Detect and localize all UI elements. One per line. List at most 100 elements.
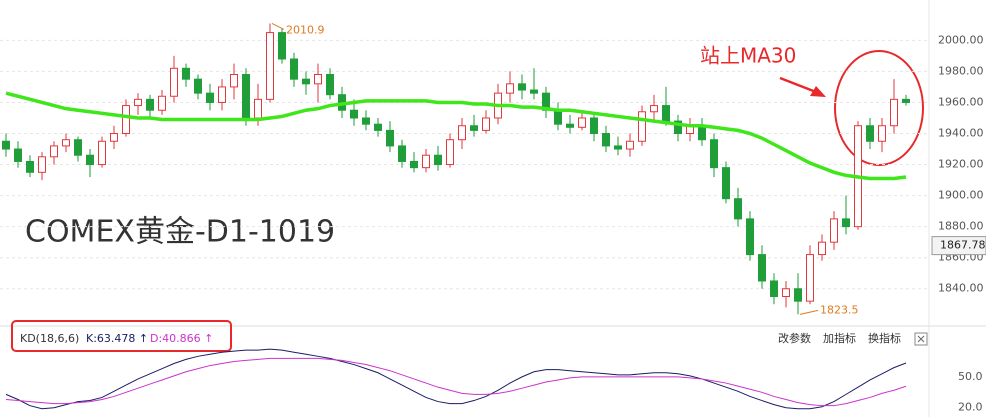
high-pointer (271, 22, 285, 30)
candle-body (326, 74, 334, 96)
last-price: 1867.78 (940, 239, 986, 252)
candle-body (614, 145, 622, 150)
candle-body (302, 78, 310, 85)
candle-body (446, 139, 454, 166)
y-tick-label: 1880.00 (938, 220, 984, 233)
annotation: 站上MA30 (700, 44, 796, 68)
candle-body (110, 133, 118, 142)
arrow (779, 76, 826, 97)
candle-body (746, 218, 754, 256)
indicator-button[interactable]: 加指标 (823, 331, 856, 345)
candle-body (902, 98, 910, 103)
candle-body (662, 105, 670, 122)
candle-body (674, 120, 682, 135)
candle-body (26, 160, 34, 173)
candle-body (122, 105, 130, 135)
candle-body (818, 241, 826, 256)
y-tick-label: 2000.00 (938, 33, 984, 46)
y-tick-label: 1940.00 (938, 127, 984, 140)
y-tick-label: 20.0 (958, 401, 983, 414)
candle-body (434, 154, 442, 166)
candle-body (566, 123, 574, 128)
candle-body (698, 125, 706, 141)
low-label: 1823.5 (820, 303, 859, 316)
indicator-line (5, 357, 907, 407)
candle-body (2, 140, 10, 150)
indicator-header: D:40.866 ↑ (150, 332, 213, 345)
candle-body (86, 154, 94, 166)
candle-body (638, 111, 646, 142)
indicator-header: K:63.478 ↑ (86, 332, 148, 345)
candle-body (602, 133, 610, 147)
candle-body (842, 218, 850, 228)
candle-body (410, 160, 418, 169)
candle-body (482, 117, 490, 131)
candle-body (890, 98, 898, 127)
candle-body (554, 109, 562, 125)
indicator-button[interactable]: 改参数 (778, 331, 811, 345)
y-tick-label: 1840.00 (938, 282, 984, 295)
y-tick-label: 1980.00 (938, 64, 984, 77)
candle-body (146, 98, 154, 111)
candle-body (722, 167, 730, 200)
candle-body (134, 98, 142, 107)
indicator-button[interactable]: 换指标 (868, 331, 901, 345)
candle-body (770, 280, 778, 298)
candle-body (290, 58, 298, 80)
y-tick-label: 50.0 (958, 370, 983, 383)
candle-body (758, 254, 766, 282)
candle-body (62, 139, 70, 147)
candle-body (458, 125, 466, 141)
y-tick-label: 1900.00 (938, 189, 984, 202)
low-pointer (799, 309, 819, 315)
candle-body (386, 129, 394, 147)
indicator-line (5, 348, 907, 410)
candle-body (38, 156, 46, 173)
candle-body (206, 92, 214, 103)
candle-body (98, 140, 106, 166)
highlight-box (11, 320, 232, 352)
y-tick-label: 1960.00 (938, 95, 984, 108)
candle-body (518, 83, 526, 91)
candle-body (734, 198, 742, 220)
candle-body (266, 32, 274, 100)
candle-body (650, 105, 658, 113)
candle-body (470, 125, 478, 131)
candle-body (50, 145, 58, 158)
candle-body (242, 74, 250, 119)
candle-body (254, 98, 262, 119)
candle-body (350, 109, 358, 119)
high-label: 2010.9 (286, 23, 325, 36)
candle-body (362, 117, 370, 125)
candle-body (626, 140, 634, 150)
candle-body (374, 123, 382, 131)
candle-body (182, 67, 190, 80)
candle-body (218, 86, 226, 103)
candle-body (878, 125, 886, 142)
candle-body (530, 89, 538, 94)
candle-body (398, 145, 406, 162)
candle-body (74, 139, 82, 156)
y-tick-label: 1920.00 (938, 158, 984, 171)
candle-body (866, 125, 874, 142)
candle-body (830, 218, 838, 243)
candle-body (782, 288, 790, 298)
candle-body (230, 74, 238, 88)
candle-body (506, 83, 514, 94)
candle-body (158, 95, 166, 111)
last-price-box (931, 236, 986, 256)
candle-body (710, 139, 718, 169)
candle-body (170, 67, 178, 97)
candle-body (578, 117, 586, 128)
candle-body (314, 74, 322, 85)
candle-body (194, 78, 202, 94)
chart-title: COMEX黄金-D1-1019 (25, 215, 335, 250)
candle-body (794, 288, 802, 302)
highlight-ellipse (834, 50, 924, 166)
close-icon (917, 335, 925, 343)
candle-body (806, 254, 814, 302)
candle-body (422, 154, 430, 169)
candle-body (278, 32, 286, 60)
indicator-header: KD(18,6,6) (20, 332, 79, 345)
